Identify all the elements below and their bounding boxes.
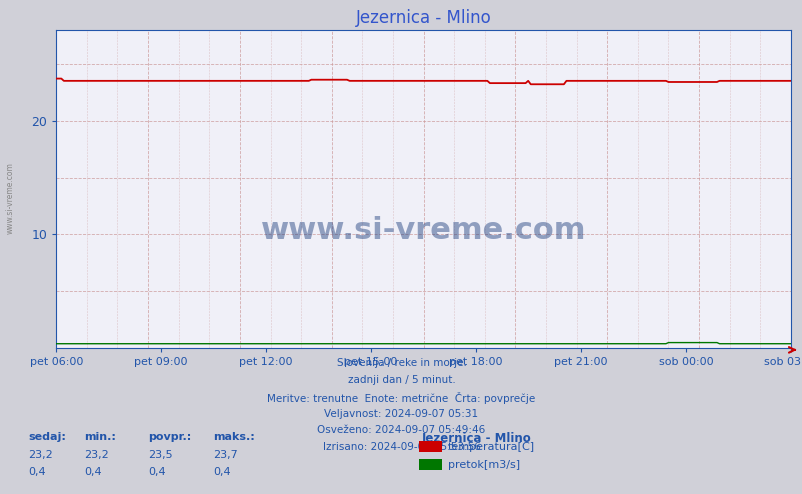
Text: Slovenija / reke in morje.: Slovenija / reke in morje. [336,358,466,368]
Text: 23,2: 23,2 [84,450,109,459]
Text: 0,4: 0,4 [213,467,230,477]
Text: pretok[m3/s]: pretok[m3/s] [448,460,520,470]
Text: Izrisano: 2024-09-07 05:53:56: Izrisano: 2024-09-07 05:53:56 [322,442,480,452]
Text: 23,2: 23,2 [28,450,53,459]
Text: www.si-vreme.com: www.si-vreme.com [261,216,585,245]
Text: 23,5: 23,5 [148,450,173,459]
Text: Meritve: trenutne  Enote: metrične  Črta: povprečje: Meritve: trenutne Enote: metrične Črta: … [267,392,535,404]
Text: zadnji dan / 5 minut.: zadnji dan / 5 minut. [347,375,455,385]
Text: temperatura[C]: temperatura[C] [448,442,534,452]
Text: maks.:: maks.: [213,432,254,442]
Title: Jezernica - Mlino: Jezernica - Mlino [355,9,491,27]
Text: 0,4: 0,4 [28,467,46,477]
Text: povpr.:: povpr.: [148,432,192,442]
Text: sedaj:: sedaj: [28,432,66,442]
Text: Veljavnost: 2024-09-07 05:31: Veljavnost: 2024-09-07 05:31 [324,409,478,418]
Text: 23,7: 23,7 [213,450,237,459]
Text: min.:: min.: [84,432,116,442]
Text: Jezernica - Mlino: Jezernica - Mlino [421,432,531,445]
Text: www.si-vreme.com: www.si-vreme.com [6,162,15,234]
Text: 0,4: 0,4 [84,467,102,477]
Text: Osveženo: 2024-09-07 05:49:46: Osveženo: 2024-09-07 05:49:46 [317,425,485,435]
Text: 0,4: 0,4 [148,467,166,477]
